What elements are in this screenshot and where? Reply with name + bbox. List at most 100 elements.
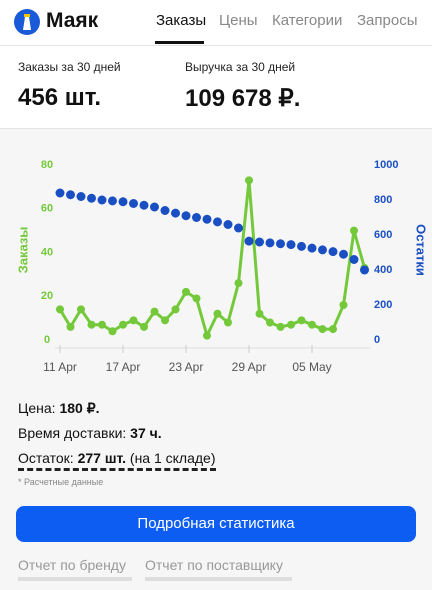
link[interactable]: Отчет по бренду — [18, 557, 132, 581]
stock-dot — [223, 220, 233, 229]
label: Остаток: — [18, 450, 74, 466]
orders-dot — [150, 307, 159, 316]
x-tick-label: 29 Apr — [232, 360, 267, 374]
orders-dot — [329, 325, 337, 334]
y-tick-label: 60 — [41, 203, 53, 215]
label: Цена: — [18, 400, 56, 416]
orders-line — [58, 178, 366, 338]
stock-dot — [328, 247, 338, 257]
orders-dot — [255, 309, 264, 318]
y2-tick-label: 0 — [374, 334, 380, 346]
stock-dot — [97, 195, 107, 205]
y2-axis-title: Остатки — [414, 224, 429, 276]
label: Время доставки: — [18, 425, 127, 441]
orders-dot — [339, 301, 348, 309]
stock-dot — [129, 199, 138, 208]
stock-dot — [318, 245, 327, 255]
orders-dot — [245, 176, 253, 185]
orders-dot — [161, 316, 169, 325]
value: 37 ч. — [130, 425, 162, 441]
orders-dot — [87, 320, 96, 329]
orders-dot — [350, 226, 358, 235]
x-tick-label: 05 May — [292, 360, 331, 374]
stock-dot — [244, 236, 254, 246]
stock-dot — [360, 265, 369, 275]
orders-dot — [98, 320, 106, 329]
stock-dot — [307, 243, 317, 253]
stock-dot — [192, 213, 201, 222]
y2-tick-label: 800 — [374, 194, 392, 206]
orders-dot — [308, 320, 316, 329]
logo — [14, 9, 40, 35]
tab[interactable]: Запросы — [357, 12, 418, 29]
value: 180 ₽. — [59, 400, 100, 416]
stock-dot — [255, 237, 264, 247]
stock-dot — [234, 223, 243, 233]
stock-dot — [66, 190, 75, 200]
orders-dot — [318, 325, 327, 334]
y2-tick-label: 600 — [374, 229, 392, 241]
stock-dot — [160, 206, 170, 215]
stock-dot — [87, 193, 96, 203]
orders-dot — [224, 318, 232, 327]
stock-dot — [297, 241, 306, 251]
orders-dot — [108, 327, 117, 336]
stat-value: 456 шт. — [18, 84, 102, 111]
tab-underline — [155, 41, 204, 44]
footnote: * Расчетные данные — [18, 477, 104, 487]
orders-dot — [297, 316, 306, 325]
y2-tick-label: 1000 — [374, 159, 398, 171]
orders-dot — [182, 287, 190, 296]
stock-dot — [265, 238, 275, 248]
y2-tick-label: 200 — [374, 299, 392, 311]
stat-label: Выручка за 30 дней — [185, 60, 296, 74]
stock-dot — [339, 249, 348, 259]
delivery: Время доставки: 37 ч. — [18, 425, 162, 441]
y-tick-label: 40 — [41, 246, 53, 258]
orders-dot — [192, 294, 201, 303]
stock-dot — [276, 239, 285, 249]
y-tick-label: 0 — [44, 334, 50, 346]
stock-dot — [202, 214, 212, 224]
y-tick-label: 80 — [41, 159, 53, 171]
header — [0, 0, 432, 46]
stock-dot — [349, 255, 359, 264]
orders-dot — [140, 322, 148, 331]
stock-dot — [139, 200, 149, 210]
x-tick-label: 11 Apr — [43, 360, 77, 374]
tab[interactable]: Цены — [219, 12, 258, 29]
orders-dot — [287, 320, 295, 329]
orders-dot — [129, 316, 138, 325]
stat-value: 109 678 ₽. — [185, 85, 301, 112]
tab[interactable]: Заказы — [156, 12, 207, 29]
stock-dot — [286, 240, 296, 250]
note: (на 1 складе) — [129, 450, 216, 466]
stock-dot — [181, 211, 191, 221]
stat-label: Заказы за 30 дней — [18, 60, 121, 74]
orders-dot — [56, 305, 64, 314]
orders-dot — [203, 331, 211, 340]
price: Цена: 180 ₽. — [18, 400, 100, 417]
orders-dot — [119, 320, 127, 329]
stock-dot — [55, 188, 65, 198]
stock[interactable]: Остаток: 277 шт. (на 1 складе) — [18, 450, 216, 471]
stock-dot — [76, 192, 86, 201]
stock-dot — [150, 202, 159, 212]
link[interactable]: Отчет по поставщику — [145, 557, 292, 581]
orders-dot — [276, 322, 285, 331]
orders-dot — [171, 305, 180, 314]
button[interactable]: Подробная статистика — [16, 506, 416, 542]
tab[interactable]: Категории — [272, 12, 343, 29]
y-tick-label: 20 — [41, 290, 53, 302]
orders-dot — [77, 305, 85, 314]
x-tick-label: 17 Apr — [106, 360, 141, 374]
orders-dot — [213, 309, 222, 318]
orders-dot — [66, 322, 75, 331]
brand: Маяк — [46, 9, 99, 32]
stock-dot — [213, 217, 222, 227]
orders-dot — [266, 318, 274, 327]
y2-tick-label: 400 — [374, 264, 392, 276]
value: 277 шт. — [77, 450, 127, 466]
